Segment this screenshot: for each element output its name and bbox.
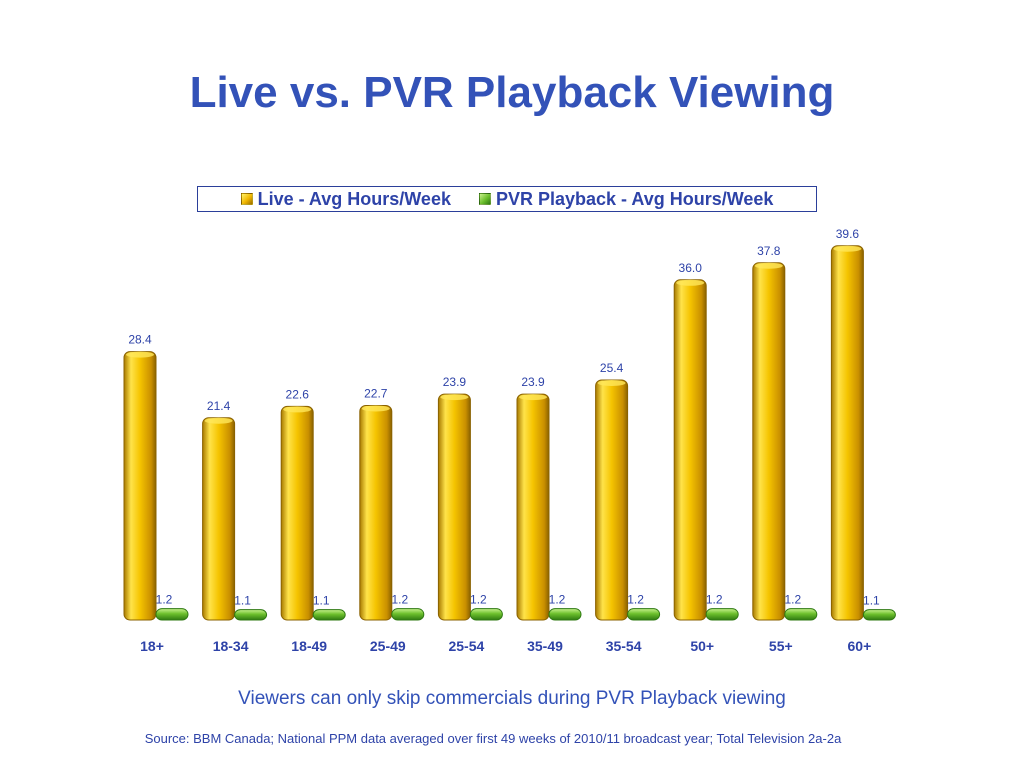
bar-pvr-55+ [784, 608, 818, 621]
data-label-live-35-54: 25.4 [600, 361, 624, 375]
category-label-50+: 50+ [690, 638, 714, 654]
bar-live-cap-18-49 [283, 406, 312, 413]
data-label-live-60+: 39.6 [836, 227, 860, 241]
bar-live-cap-50+ [676, 279, 705, 286]
bars-layer [123, 245, 896, 621]
category-label-55+: 55+ [769, 638, 793, 654]
data-label-pvr-25-54: 1.2 [470, 593, 487, 607]
data-label-pvr-18+: 1.2 [156, 593, 173, 607]
legend-item-pvr: PVR Playback - Avg Hours/Week [478, 188, 774, 210]
data-label-pvr-18-34: 1.1 [234, 594, 251, 608]
bar-live-60+ [830, 245, 864, 621]
bar-live-55+ [752, 262, 786, 621]
category-label-35-49: 35-49 [527, 638, 563, 654]
data-label-live-50+: 36.0 [679, 261, 703, 275]
bar-live-cap-18-34 [204, 417, 233, 424]
bar-pvr-60+ [862, 609, 896, 621]
bar-live-cap-18+ [126, 351, 154, 358]
bar-pvr-25-54 [469, 608, 503, 621]
category-label-18-34: 18-34 [213, 638, 249, 654]
category-label-60+: 60+ [848, 638, 872, 654]
bar-pvr-18-34 [234, 609, 268, 621]
bar-live-cap-35-49 [519, 394, 547, 401]
bar-pvr-18+ [155, 608, 189, 621]
bar-pvr-25-49 [391, 608, 425, 621]
bar-pvr-35-54 [627, 608, 661, 621]
data-label-pvr-35-54: 1.2 [627, 593, 644, 607]
category-label-35-54: 35-54 [606, 638, 642, 654]
source-note: Source: BBM Canada; National PPM data av… [144, 731, 842, 746]
category-label-18-49: 18-49 [291, 638, 327, 654]
data-label-pvr-60+: 1.1 [863, 594, 880, 608]
category-label-25-49: 25-49 [370, 638, 406, 654]
bar-live-35-54 [595, 379, 629, 621]
bar-live-18+ [123, 351, 157, 621]
bar-live-cap-25-54 [440, 394, 469, 401]
data-label-live-35-49: 23.9 [521, 375, 545, 389]
legend-swatch-pvr [478, 193, 491, 205]
data-label-live-55+: 37.8 [757, 244, 781, 258]
bar-live-18-34 [202, 417, 236, 621]
bar-live-cap-35-54 [597, 379, 626, 386]
data-label-live-18-49: 22.6 [286, 387, 310, 401]
bar-live-cap-25-49 [361, 405, 390, 412]
data-label-pvr-55+: 1.2 [784, 593, 801, 607]
data-label-live-18-34: 21.4 [207, 399, 231, 413]
data-label-pvr-25-49: 1.2 [391, 593, 408, 607]
data-label-pvr-35-49: 1.2 [549, 593, 566, 607]
bar-chart: 28.4 1.2 18+ 21.4 1.1 18-34 22.6 1.1 18-49 22.7 1.… [123, 227, 896, 654]
data-label-pvr-18-49: 1.1 [313, 594, 330, 608]
bar-live-18-49 [280, 405, 314, 621]
data-label-live-25-54: 23.9 [443, 375, 467, 389]
bar-pvr-50+ [705, 608, 739, 621]
bar-live-cap-55+ [754, 262, 783, 269]
bar-live-50+ [673, 279, 707, 621]
labels-layer: 28.4 1.2 18+ 21.4 1.1 18-34 22.6 1.1 18-49 22.7 1.… [128, 227, 880, 654]
chart-note: Viewers can only skip commercials during… [238, 688, 786, 709]
bar-pvr-18-49 [312, 609, 346, 621]
category-label-25-54: 25-54 [448, 638, 484, 654]
data-label-pvr-50+: 1.2 [706, 593, 723, 607]
chart-title: Live vs. PVR Playback Viewing [189, 68, 835, 117]
chart-legend: Live - Avg Hours/Week PVR Playback - Avg… [197, 186, 817, 212]
legend-item-live: Live - Avg Hours/Week [240, 188, 451, 210]
bar-live-35-49 [516, 393, 550, 621]
legend-swatch-live [240, 193, 253, 205]
legend-label-live: Live - Avg Hours/Week [257, 188, 451, 209]
bar-live-cap-60+ [833, 245, 862, 252]
category-label-18+: 18+ [140, 638, 164, 654]
bar-pvr-35-49 [548, 608, 582, 621]
data-label-live-18+: 28.4 [128, 333, 152, 347]
data-label-live-25-49: 22.7 [364, 386, 388, 400]
bar-live-25-49 [359, 404, 393, 621]
bar-live-25-54 [437, 393, 471, 621]
legend-label-pvr: PVR Playback - Avg Hours/Week [495, 188, 774, 209]
